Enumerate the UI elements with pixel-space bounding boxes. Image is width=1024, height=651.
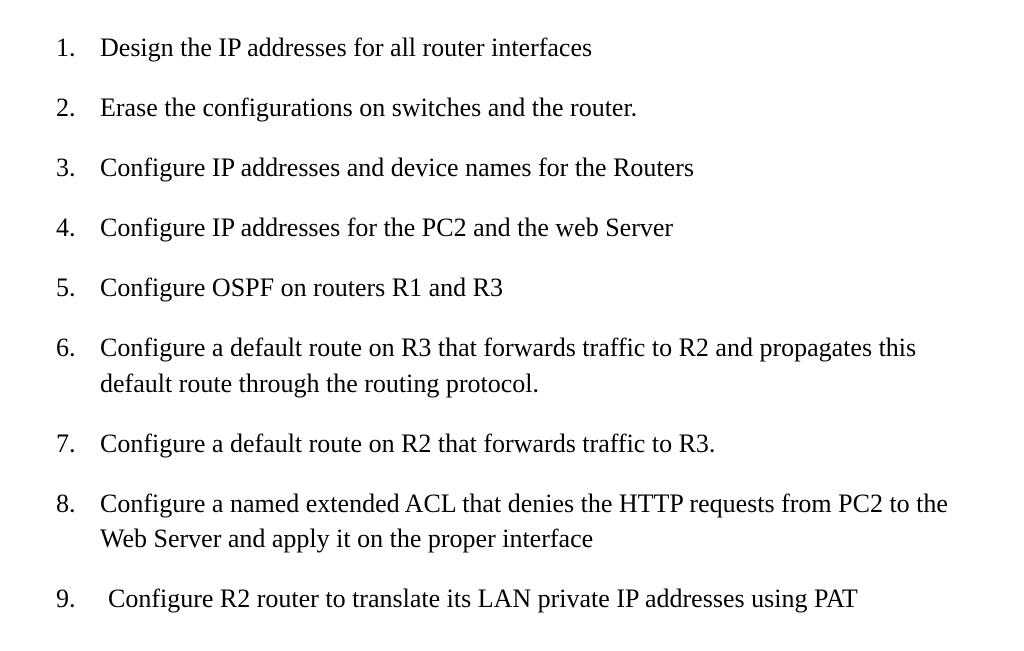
list-item: Design the IP addresses for all router i…: [56, 30, 968, 65]
list-item: Configure R2 router to translate its LAN…: [56, 581, 968, 616]
task-list: Design the IP addresses for all router i…: [56, 30, 968, 616]
list-item: Erase the configurations on switches and…: [56, 90, 968, 125]
list-item: Configure IP addresses and device names …: [56, 150, 968, 185]
list-item: Configure a default route on R3 that for…: [56, 330, 968, 400]
list-item: Configure a named extended ACL that deni…: [56, 486, 968, 556]
list-item: Configure IP addresses for the PC2 and t…: [56, 210, 968, 245]
list-item: Configure a default route on R2 that for…: [56, 426, 968, 461]
list-item: Configure OSPF on routers R1 and R3: [56, 270, 968, 305]
